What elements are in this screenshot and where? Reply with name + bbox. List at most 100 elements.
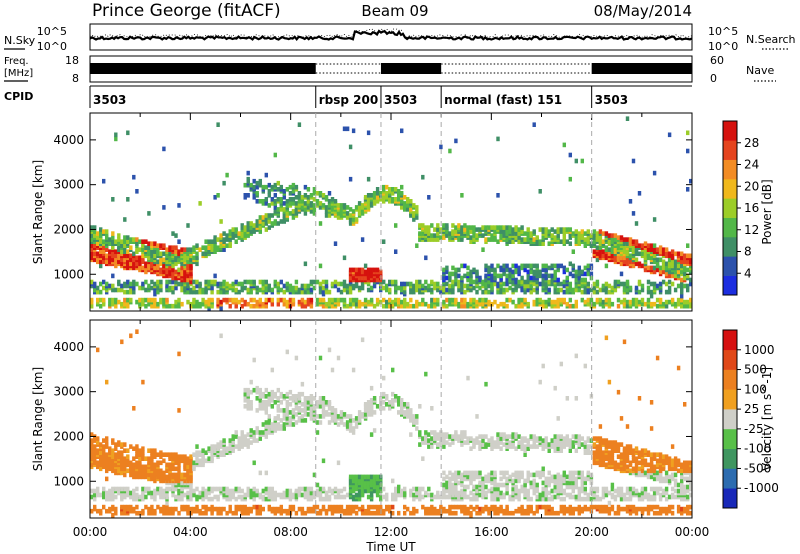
data-cell <box>243 404 247 409</box>
data-cell <box>297 506 302 512</box>
data-cell <box>204 510 208 516</box>
data-cell <box>273 193 278 198</box>
data-cell <box>667 279 672 285</box>
data-cell <box>502 474 506 480</box>
data-cell <box>541 504 545 510</box>
data-cell <box>496 490 500 496</box>
colorbar-swatch <box>723 256 737 276</box>
data-cell <box>252 438 256 443</box>
data-cell <box>336 203 341 208</box>
data-cell <box>655 247 660 252</box>
data-cell <box>321 496 326 502</box>
data-cell <box>680 297 684 303</box>
data-cell <box>276 404 281 409</box>
data-cell <box>252 297 256 303</box>
data-cell <box>535 444 539 449</box>
data-cell <box>126 448 130 453</box>
noise-right-tick-bottom: 10^0 <box>708 40 738 53</box>
data-cell <box>276 187 281 192</box>
data-cell <box>369 504 374 510</box>
data-cell <box>625 299 630 305</box>
data-cell <box>348 207 353 212</box>
data-cell <box>324 508 329 514</box>
data-cell <box>661 265 666 271</box>
data-cell <box>276 387 281 393</box>
data-cell <box>300 199 305 204</box>
data-cell <box>159 279 163 285</box>
data-cell <box>153 476 157 482</box>
data-cell <box>237 486 241 492</box>
data-cell <box>454 484 458 490</box>
data-cell <box>529 444 533 449</box>
data-cell <box>258 215 263 220</box>
data-cell <box>282 289 287 295</box>
data-cell <box>123 462 127 468</box>
data-cell <box>144 303 148 309</box>
data-cell <box>192 488 196 494</box>
data-cell <box>418 301 422 307</box>
data-cell <box>210 297 214 303</box>
data-cell <box>568 176 573 182</box>
data-cell <box>607 251 612 257</box>
data-cell <box>210 279 214 285</box>
data-cell <box>201 251 205 257</box>
data-cell <box>673 287 678 293</box>
data-cell <box>255 389 259 395</box>
data-cell <box>249 303 253 309</box>
data-cell <box>261 430 266 435</box>
data-cell <box>162 243 166 248</box>
data-cell <box>99 289 103 295</box>
data-cell <box>655 283 660 289</box>
data-cell <box>493 444 497 449</box>
cpid-segment-label: 3503 <box>595 93 628 107</box>
data-cell <box>270 201 275 206</box>
data-cell <box>111 301 115 307</box>
data-cell <box>243 387 247 393</box>
data-cell <box>159 468 163 474</box>
data-cell <box>288 201 293 206</box>
data-cell <box>249 221 253 226</box>
data-cell <box>339 494 344 500</box>
data-cell <box>397 492 401 498</box>
data-cell <box>114 303 118 309</box>
data-cell <box>342 297 347 303</box>
data-cell <box>406 207 410 212</box>
data-cell <box>177 203 181 208</box>
data-cell <box>565 301 570 307</box>
cpid-segment-label: rbsp 200 <box>319 93 378 107</box>
data-cell <box>327 504 332 510</box>
data-cell <box>385 287 389 293</box>
data-cell <box>279 400 284 405</box>
data-cell <box>652 217 657 222</box>
data-cell <box>174 303 178 309</box>
data-cell <box>652 269 657 275</box>
data-cell <box>315 430 320 435</box>
data-cell <box>562 269 567 275</box>
freq-block <box>380 63 442 74</box>
data-cell <box>186 251 190 257</box>
data-cell <box>312 472 317 478</box>
data-cell <box>132 488 136 494</box>
data-cell <box>472 297 476 303</box>
data-cell <box>141 508 145 514</box>
data-cell <box>291 297 296 303</box>
data-cell <box>526 283 530 289</box>
data-cell <box>159 251 163 257</box>
data-cell <box>123 442 127 447</box>
data-cell <box>357 410 362 415</box>
data-cell <box>291 289 296 295</box>
data-cell <box>189 301 193 307</box>
data-cell <box>249 389 253 395</box>
data-cell <box>490 237 494 242</box>
data-cell <box>385 394 389 399</box>
data-cell <box>303 486 308 492</box>
data-cell <box>661 247 666 252</box>
data-cell <box>493 470 497 476</box>
data-cell <box>481 279 485 285</box>
data-cell <box>126 235 130 240</box>
data-cell <box>144 297 148 303</box>
data-cell <box>583 265 588 271</box>
data-cell <box>391 504 395 510</box>
data-cell <box>363 195 368 200</box>
